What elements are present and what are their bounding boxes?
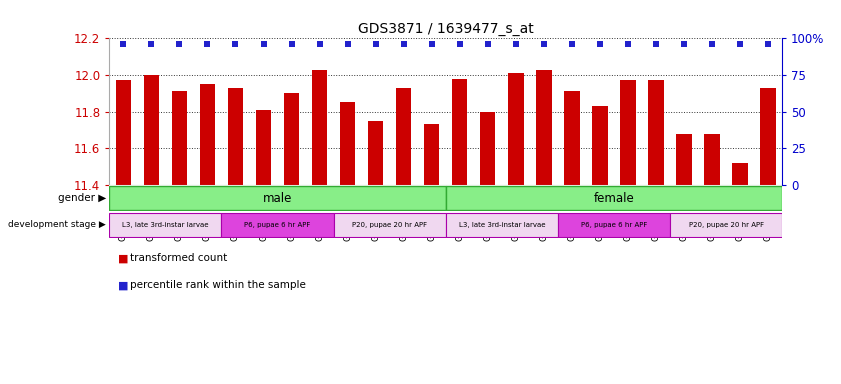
Bar <box>396 88 411 185</box>
Text: female: female <box>594 192 634 205</box>
Bar <box>334 212 446 237</box>
Bar <box>508 73 523 185</box>
Bar <box>221 212 334 237</box>
Text: percentile rank within the sample: percentile rank within the sample <box>130 280 306 290</box>
Text: ■: ■ <box>118 280 128 290</box>
Text: ■: ■ <box>118 253 128 263</box>
Text: P20, pupae 20 hr APF: P20, pupae 20 hr APF <box>352 222 427 228</box>
Bar <box>312 70 327 185</box>
Bar <box>446 186 782 210</box>
Bar <box>760 88 775 185</box>
Bar <box>368 121 383 185</box>
Text: gender ▶: gender ▶ <box>58 193 106 203</box>
Bar <box>144 75 159 185</box>
Bar <box>446 212 558 237</box>
Bar <box>592 106 607 185</box>
Bar <box>200 84 215 185</box>
Text: P6, pupae 6 hr APF: P6, pupae 6 hr APF <box>245 222 310 228</box>
Bar <box>452 79 468 185</box>
Bar <box>704 134 720 185</box>
Bar <box>733 163 748 185</box>
Text: L3, late 3rd-instar larvae: L3, late 3rd-instar larvae <box>122 222 209 228</box>
Text: transformed count: transformed count <box>130 253 228 263</box>
Bar <box>480 112 495 185</box>
Bar <box>670 212 782 237</box>
Bar <box>424 124 439 185</box>
Bar <box>283 93 299 185</box>
Bar <box>620 81 636 185</box>
Bar <box>340 103 355 185</box>
Bar <box>676 134 691 185</box>
Bar <box>256 110 271 185</box>
Bar <box>228 88 243 185</box>
Bar <box>648 81 664 185</box>
Text: development stage ▶: development stage ▶ <box>8 220 106 229</box>
Bar <box>109 186 446 210</box>
Text: P20, pupae 20 hr APF: P20, pupae 20 hr APF <box>689 222 764 228</box>
Bar <box>536 70 552 185</box>
Bar <box>172 91 187 185</box>
Bar <box>564 91 579 185</box>
Title: GDS3871 / 1639477_s_at: GDS3871 / 1639477_s_at <box>358 22 533 36</box>
Text: male: male <box>263 192 292 205</box>
Bar <box>109 212 221 237</box>
Text: P6, pupae 6 hr APF: P6, pupae 6 hr APF <box>581 222 647 228</box>
Bar <box>558 212 670 237</box>
Text: L3, late 3rd-instar larvae: L3, late 3rd-instar larvae <box>458 222 545 228</box>
Bar <box>115 81 131 185</box>
